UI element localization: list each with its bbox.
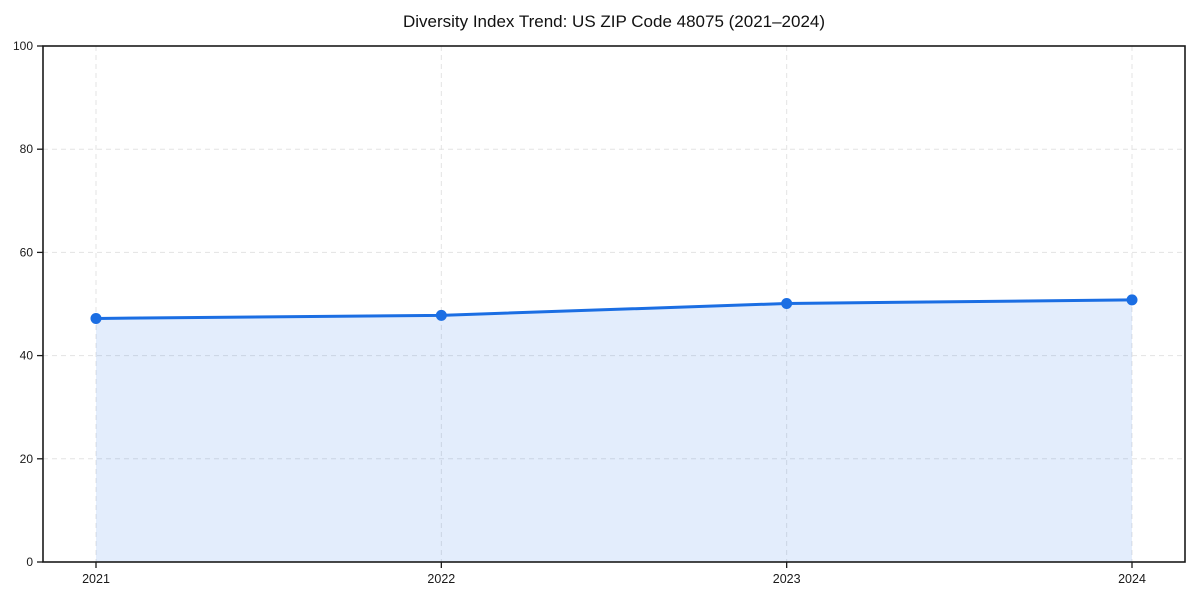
y-tick-label-80: 80 xyxy=(20,142,34,156)
data-point-2021 xyxy=(90,312,102,324)
x-tick-label-2023: 2023 xyxy=(773,572,801,586)
data-point-2022 xyxy=(435,309,447,321)
plot-border xyxy=(42,45,1186,563)
y-tick-label-60: 60 xyxy=(20,245,34,259)
data-point-2024 xyxy=(1126,294,1138,306)
x-tick-label-2024: 2024 xyxy=(1118,572,1146,586)
y-tick-label-100: 100 xyxy=(13,39,33,53)
y-tick-label-40: 40 xyxy=(20,349,34,363)
y-tick-label-0: 0 xyxy=(26,555,33,569)
data-point-2023 xyxy=(781,297,793,309)
area-fill xyxy=(96,299,1132,562)
x-tick-label-2022: 2022 xyxy=(427,572,455,586)
trend-line xyxy=(94,298,1134,320)
x-tick-label-2021: 2021 xyxy=(82,572,110,586)
chart-title: Diversity Index Trend: US ZIP Code 48075… xyxy=(402,12,826,31)
y-tick-label-20: 20 xyxy=(20,452,34,466)
